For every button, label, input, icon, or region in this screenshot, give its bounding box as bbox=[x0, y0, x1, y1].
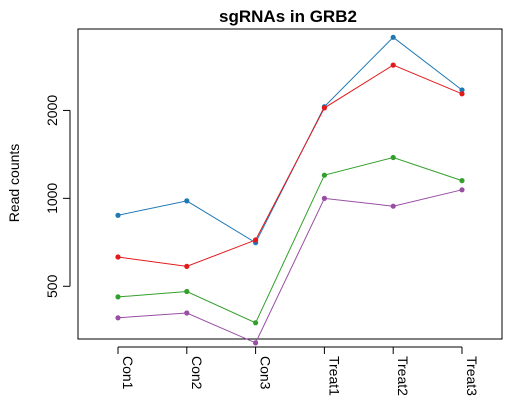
data-point bbox=[321, 105, 327, 111]
data-point bbox=[253, 340, 259, 346]
data-point bbox=[459, 187, 465, 193]
x-tick-label-treat2: Treat2 bbox=[395, 356, 411, 396]
data-point bbox=[321, 195, 327, 201]
data-point bbox=[184, 198, 190, 204]
data-point bbox=[253, 320, 259, 326]
data-point bbox=[115, 315, 121, 321]
data-point bbox=[390, 62, 396, 68]
chart-title: sgRNAs in GRB2 bbox=[219, 7, 357, 26]
data-point bbox=[459, 91, 465, 97]
series-4 bbox=[115, 187, 465, 346]
data-point bbox=[321, 172, 327, 178]
x-axis: Con1 Con2 Con3 Treat1 Treat2 Treat3 bbox=[117, 346, 480, 396]
series-3 bbox=[115, 154, 465, 326]
y-tick-label: 1000 bbox=[44, 183, 60, 214]
data-point bbox=[459, 87, 465, 93]
y-tick-label: 500 bbox=[44, 274, 60, 298]
data-point bbox=[459, 178, 465, 184]
x-tick-label-con1: Con1 bbox=[120, 356, 136, 390]
data-point bbox=[390, 203, 396, 209]
x-tick-label-con2: Con2 bbox=[189, 356, 205, 390]
data-point bbox=[253, 237, 259, 243]
data-point bbox=[390, 154, 396, 161]
y-tick-label: 2000 bbox=[44, 95, 60, 126]
data-point bbox=[390, 34, 396, 40]
series-line bbox=[117, 156, 463, 324]
data-point bbox=[184, 310, 190, 316]
series-line bbox=[117, 64, 463, 267]
series-layer bbox=[115, 34, 465, 346]
data-point bbox=[115, 294, 121, 300]
plot-frame bbox=[77, 28, 503, 340]
series-1 bbox=[115, 34, 465, 246]
data-point bbox=[184, 263, 190, 269]
data-point bbox=[184, 288, 190, 295]
series-2 bbox=[115, 62, 465, 269]
series-line bbox=[117, 189, 463, 344]
data-point bbox=[115, 254, 121, 260]
x-tick-label-treat3: Treat3 bbox=[464, 356, 480, 396]
y-axis-label: Read counts bbox=[6, 144, 22, 223]
x-tick-label-con3: Con3 bbox=[258, 356, 274, 390]
x-tick-label-treat1: Treat1 bbox=[326, 356, 342, 396]
y-axis: 500 1000 2000 bbox=[44, 95, 71, 298]
series-line bbox=[117, 36, 463, 244]
data-point bbox=[115, 212, 121, 218]
